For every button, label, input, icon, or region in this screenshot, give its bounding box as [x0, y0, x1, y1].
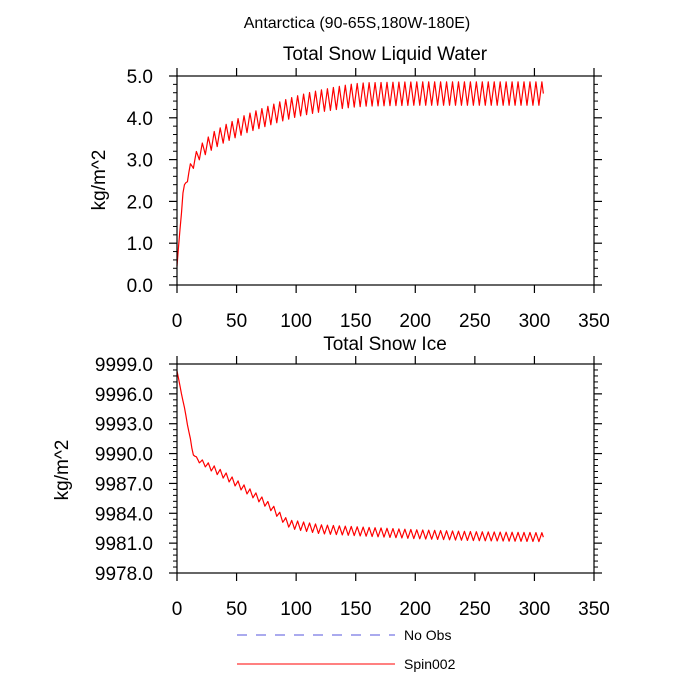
y-tick-label: 9990.0: [95, 445, 153, 466]
x-tick-label: 250: [459, 311, 491, 332]
x-tick-label: 100: [280, 599, 312, 620]
tick-marks: [169, 356, 602, 581]
legend-label-spin002: Spin002: [404, 656, 456, 672]
x-tick-label: 0: [172, 311, 183, 332]
plot-frame: [176, 75, 595, 286]
y-tick-label: 9978.0: [95, 564, 153, 585]
y-tick-label: 1.0: [127, 234, 153, 255]
series-spin002: [176, 370, 544, 543]
y-axis-label: kg/m^2: [52, 440, 73, 501]
y-tick-label: 5.0: [127, 67, 153, 88]
panel-title: Total Snow Liquid Water: [283, 44, 488, 65]
y-tick-label: 9996.0: [95, 385, 153, 406]
x-tick-label: 50: [226, 311, 247, 332]
series-spin002: [176, 81, 544, 267]
x-tick-label: 0: [172, 599, 183, 620]
figure-title: Antarctica (90-65S,180W-180E): [244, 15, 470, 32]
y-tick-label: 3.0: [127, 151, 153, 172]
x-tick-labels: 0 50 100 150 200 250 300 350: [172, 311, 610, 332]
legend-label-no-obs: No Obs: [404, 627, 451, 643]
y-tick-label: 9981.0: [95, 534, 153, 555]
tick-marks: [169, 68, 602, 293]
series-line-spin002: [176, 81, 544, 267]
x-tick-label: 50: [226, 599, 247, 620]
legend: No Obs Spin002: [237, 627, 456, 672]
y-tick-label: 9984.0: [95, 504, 153, 525]
chart-panel-snow-liquid-water: Total Snow Liquid Water kg/m^2 0.0 1.0 2.0…: [89, 44, 610, 332]
y-tick-label: 9993.0: [95, 415, 153, 436]
y-tick-label: 4.0: [127, 109, 153, 130]
x-tick-label: 250: [459, 599, 491, 620]
x-tick-label: 200: [399, 311, 431, 332]
chart-panel-snow-ice: Total Snow Ice kg/m^2 9978.0 9981.0 9984.0…: [52, 334, 610, 620]
x-tick-label: 150: [340, 599, 372, 620]
x-tick-labels: 0 50 100 150 200 250 300 350: [172, 599, 610, 620]
x-tick-label: 300: [519, 311, 551, 332]
y-tick-label: 2.0: [127, 192, 153, 213]
plot-frame: [176, 363, 595, 574]
x-tick-label: 350: [578, 599, 610, 620]
y-axis-label: kg/m^2: [89, 150, 110, 211]
y-tick-label: 0.0: [127, 276, 153, 297]
y-tick-label: 9987.0: [95, 474, 153, 495]
x-tick-label: 100: [280, 311, 312, 332]
y-tick-label: 9999.0: [95, 355, 153, 376]
y-tick-labels: 0.0 1.0 2.0 3.0 4.0 5.0: [127, 67, 153, 297]
y-tick-labels: 9978.0 9981.0 9984.0 9987.0 9990.0 9993.0 9996…: [95, 355, 153, 585]
x-tick-label: 300: [519, 599, 551, 620]
x-tick-label: 200: [399, 599, 431, 620]
x-tick-label: 350: [578, 311, 610, 332]
panel-title: Total Snow Ice: [323, 334, 447, 355]
series-line-spin002: [176, 370, 544, 543]
x-tick-label: 150: [340, 311, 372, 332]
